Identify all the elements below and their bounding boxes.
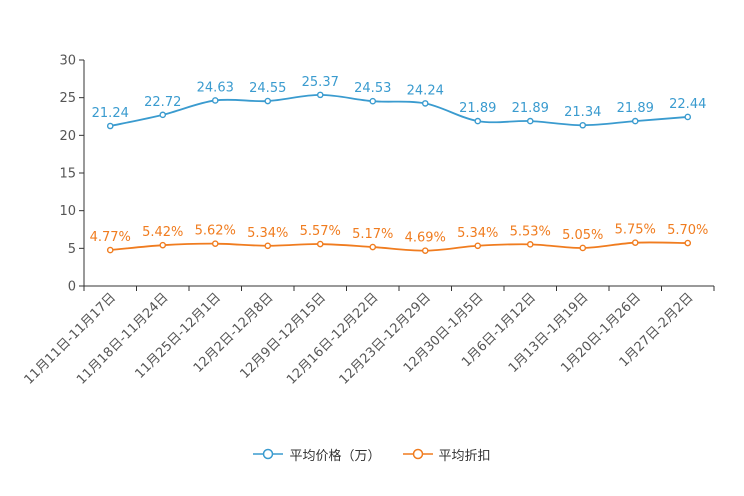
data-label-avg-discount: 5.57% bbox=[300, 224, 341, 239]
x-tick-label: 11月18日-11月24日 bbox=[74, 290, 171, 387]
data-label-avg-price: 21.89 bbox=[512, 101, 549, 116]
series-line-avg-price bbox=[110, 93, 688, 127]
data-point-avg-discount bbox=[474, 242, 482, 250]
data-label-avg-discount: 5.34% bbox=[247, 226, 288, 241]
data-label-avg-price: 24.24 bbox=[407, 83, 444, 98]
data-point-avg-discount bbox=[421, 247, 429, 254]
y-tick-label: 30 bbox=[59, 54, 76, 69]
y-tick-label: 5 bbox=[68, 242, 76, 257]
data-point-avg-price bbox=[316, 91, 324, 99]
data-point-avg-discount bbox=[211, 240, 219, 247]
data-point-avg-discount bbox=[684, 239, 692, 247]
data-label-avg-price: 24.53 bbox=[354, 81, 391, 96]
data-point-avg-price bbox=[106, 122, 114, 130]
data-point-avg-price bbox=[159, 111, 167, 119]
circle-line-marker-icon bbox=[253, 448, 284, 460]
legend-label-avg-discount: 平均折扣 bbox=[438, 448, 491, 464]
y-tick-label: 15 bbox=[59, 167, 76, 182]
data-label-avg-price: 25.37 bbox=[302, 75, 339, 90]
data-point-avg-discount bbox=[526, 241, 534, 248]
data-point-avg-price bbox=[264, 97, 272, 105]
legend-item-avg-price[interactable]: 平均价格（万） bbox=[253, 445, 381, 464]
data-label-avg-discount: 4.77% bbox=[90, 230, 131, 245]
series-line-avg-discount bbox=[110, 241, 688, 252]
data-label-avg-price: 24.55 bbox=[249, 81, 286, 96]
data-label-avg-price: 24.63 bbox=[197, 80, 234, 95]
y-tick-label: 10 bbox=[59, 204, 76, 219]
data-label-avg-price: 21.24 bbox=[92, 106, 129, 121]
y-tick-label: 25 bbox=[59, 91, 76, 106]
data-point-avg-price bbox=[684, 113, 692, 121]
x-tick-label: 11月11日-11月17日 bbox=[22, 290, 119, 387]
legend: 平均价格（万） 平均折扣 bbox=[0, 444, 744, 464]
data-point-avg-price bbox=[579, 121, 587, 129]
data-point-avg-discount bbox=[579, 244, 587, 252]
data-label-avg-discount: 5.53% bbox=[510, 224, 551, 239]
series-lines bbox=[106, 91, 692, 254]
data-point-avg-price bbox=[474, 117, 482, 125]
data-point-avg-price bbox=[421, 100, 429, 107]
x-tick-label: 12月23日-12月29日 bbox=[337, 290, 434, 387]
line-chart: 05101520253011月11日-11月17日11月18日-11月24日11… bbox=[22, 54, 715, 388]
data-label-avg-discount: 5.75% bbox=[615, 223, 656, 238]
data-label-avg-price: 22.44 bbox=[669, 97, 706, 112]
data-point-avg-discount bbox=[159, 241, 167, 249]
data-point-avg-discount bbox=[106, 246, 114, 254]
y-tick-label: 0 bbox=[68, 280, 76, 295]
data-labels: 21.24 22.72 24.63 24.55 25.37 24.53 24.24 21.89… bbox=[90, 75, 709, 246]
x-tick-label: 12月16日-12月22日 bbox=[284, 290, 381, 387]
data-label-avg-discount: 4.69% bbox=[405, 231, 446, 246]
data-point-avg-price bbox=[526, 117, 534, 125]
data-point-avg-discount bbox=[264, 242, 272, 250]
data-point-avg-discount bbox=[631, 239, 639, 246]
y-tick-label: 20 bbox=[59, 129, 76, 144]
data-label-avg-discount: 5.62% bbox=[195, 224, 236, 239]
data-point-avg-discount bbox=[316, 240, 324, 248]
data-point-avg-price bbox=[631, 117, 639, 125]
data-label-avg-price: 21.34 bbox=[564, 105, 601, 120]
data-label-avg-discount: 5.05% bbox=[562, 228, 603, 243]
data-label-avg-discount: 5.34% bbox=[457, 226, 498, 241]
data-point-avg-price bbox=[211, 97, 219, 104]
data-label-avg-price: 22.72 bbox=[144, 95, 181, 110]
data-label-avg-price: 21.89 bbox=[459, 101, 496, 116]
data-point-avg-price bbox=[369, 97, 377, 105]
data-point-avg-discount bbox=[369, 243, 377, 251]
circle-line-marker-icon bbox=[402, 448, 433, 460]
legend-label-avg-price: 平均价格（万） bbox=[289, 448, 381, 464]
data-label-avg-discount: 5.17% bbox=[352, 227, 393, 242]
data-label-avg-discount: 5.42% bbox=[142, 225, 183, 240]
axes: 05101520253011月11日-11月17日11月18日-11月24日11… bbox=[22, 54, 715, 388]
data-label-avg-discount: 5.70% bbox=[667, 223, 708, 238]
legend-item-avg-discount[interactable]: 平均折扣 bbox=[402, 445, 491, 464]
data-label-avg-price: 21.89 bbox=[617, 101, 654, 116]
